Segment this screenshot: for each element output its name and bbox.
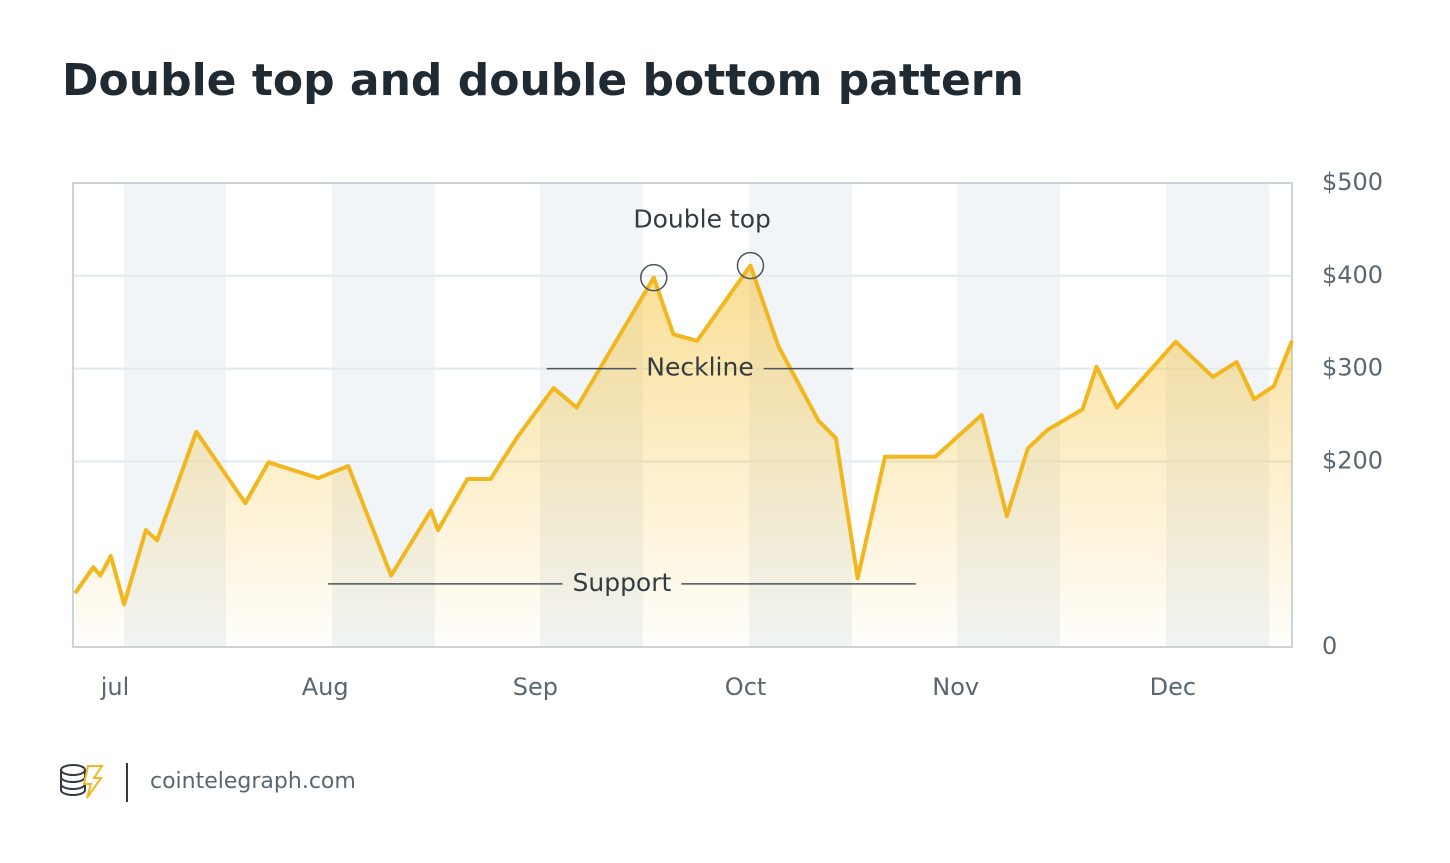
area: [75, 265, 1293, 647]
footer-site: cointelegraph.com: [150, 769, 356, 794]
y-tick-label: $300: [1322, 354, 1383, 382]
x-tick-label: Oct: [725, 673, 767, 701]
footer: cointelegraph.com: [60, 763, 356, 802]
y-tick-label: $500: [1322, 168, 1383, 196]
double-top-marker: [736, 251, 765, 280]
chart-title: Double top and double bottom pattern: [62, 55, 1024, 106]
y-tick-label: $400: [1322, 261, 1383, 289]
line: [73, 263, 1294, 607]
double-top-label: Double top: [633, 205, 771, 234]
x-tick-label: Nov: [932, 673, 979, 701]
neckline-label: Neckline: [646, 353, 753, 382]
support-label: Support: [572, 568, 671, 597]
y-tick-label: $200: [1322, 446, 1383, 474]
logo: [60, 764, 104, 799]
y-tick-label: 0: [1322, 632, 1337, 660]
x-tick-label: Aug: [302, 673, 349, 701]
x-tick-label: Dec: [1150, 673, 1196, 701]
x-tick-label: Sep: [513, 673, 558, 701]
double-top-marker: [640, 263, 668, 292]
x-tick-label: jul: [100, 673, 130, 701]
